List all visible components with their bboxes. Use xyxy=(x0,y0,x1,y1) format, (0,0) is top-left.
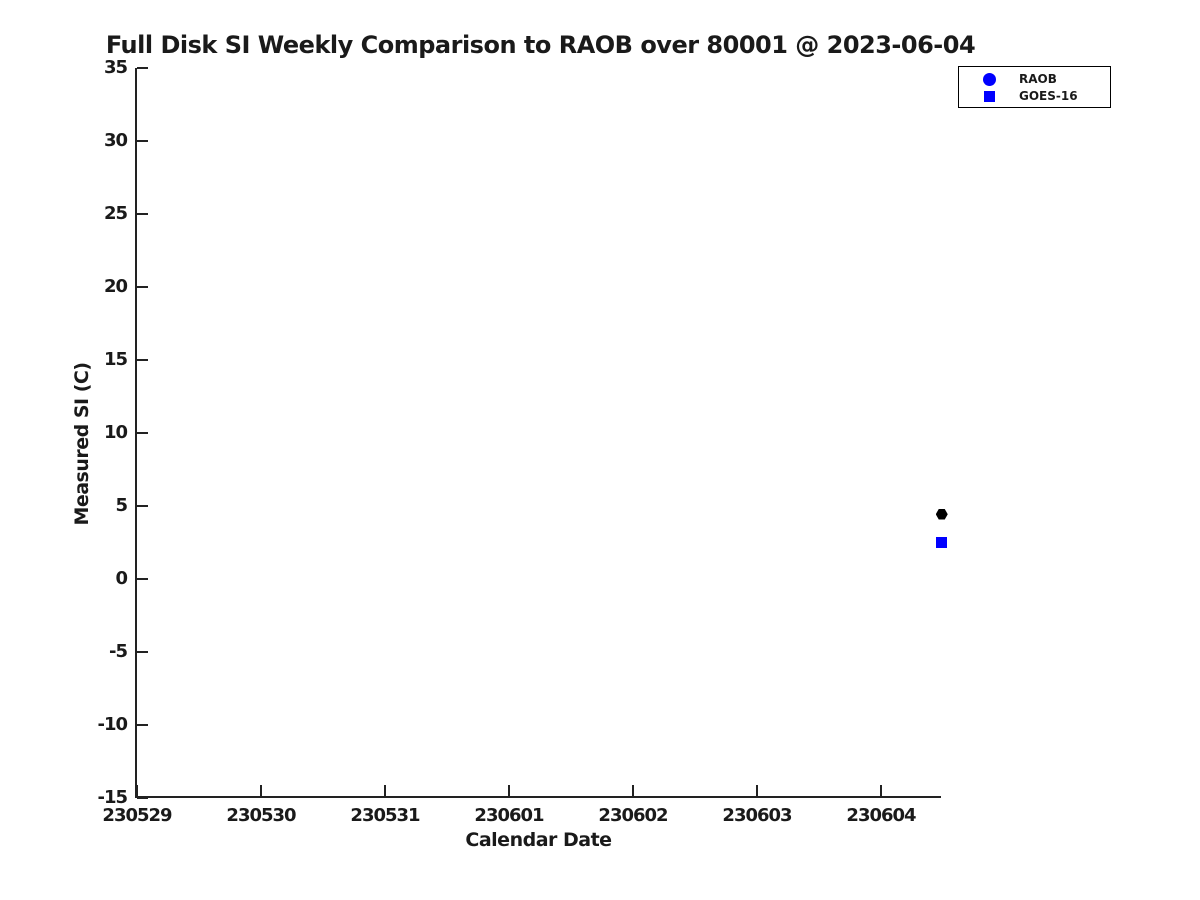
y-tick-label: 20 xyxy=(103,276,128,297)
legend-circle-icon xyxy=(982,73,996,86)
y-tick-label: 5 xyxy=(115,495,128,516)
x-tick-mark xyxy=(880,785,882,796)
x-tick-mark xyxy=(508,785,510,796)
x-tick-label: 230604 xyxy=(846,805,916,826)
y-tick-label: -10 xyxy=(97,714,128,735)
chart-title: Full Disk SI Weekly Comparison to RAOB o… xyxy=(105,31,976,59)
y-tick-label: 25 xyxy=(103,203,128,224)
x-tick-mark xyxy=(260,785,262,796)
y-tick-mark xyxy=(137,432,148,434)
plot-area: 35 30 25 20 15 10 5 0 -5 -10 -15 230529 230530 230531… xyxy=(97,57,948,826)
x-tick-mark xyxy=(756,785,758,796)
y-tick-mark xyxy=(137,359,148,361)
x-tick-label: 230602 xyxy=(598,805,668,826)
y-tick-mark xyxy=(137,286,148,288)
legend-label: GOES-16 xyxy=(1019,89,1078,103)
data-point-raob xyxy=(935,508,948,520)
x-tick-label: 230529 xyxy=(102,805,172,826)
x-tick-label: 230603 xyxy=(722,805,792,826)
x-axis-label: Calendar Date xyxy=(465,829,612,851)
y-tick-label: 15 xyxy=(103,349,128,370)
y-tick-mark xyxy=(137,578,148,580)
legend-square-icon xyxy=(983,91,995,102)
y-tick-label: -5 xyxy=(109,641,128,662)
x-tick-label: 230601 xyxy=(474,805,544,826)
legend-item-raob: RAOB xyxy=(959,71,1110,88)
x-tick-mark xyxy=(136,785,138,796)
legend-label: RAOB xyxy=(1019,72,1057,86)
y-tick-label: -15 xyxy=(97,787,128,808)
data-point-goes-16 xyxy=(935,536,947,548)
x-tick-label: 230530 xyxy=(226,805,296,826)
y-tick-mark xyxy=(137,213,148,215)
legend-item-goes-16: GOES-16 xyxy=(959,88,1110,105)
y-tick-mark xyxy=(137,724,148,726)
x-tick-label: 230531 xyxy=(350,805,420,826)
y-tick-label: 10 xyxy=(103,422,128,443)
legend-marker-cell xyxy=(959,73,1019,86)
y-tick-label: 35 xyxy=(103,57,128,78)
legend-marker-cell xyxy=(959,91,1019,102)
y-tick-mark xyxy=(137,797,148,799)
y-tick-mark xyxy=(137,140,148,142)
x-tick-mark xyxy=(632,785,634,796)
legend: RAOB GOES-16 xyxy=(958,66,1111,108)
y-tick-mark xyxy=(137,505,148,507)
y-tick-mark xyxy=(137,651,148,653)
y-tick-mark xyxy=(137,67,148,69)
y-tick-label: 30 xyxy=(103,130,128,151)
x-tick-mark xyxy=(384,785,386,796)
y-tick-label: 0 xyxy=(115,568,128,589)
